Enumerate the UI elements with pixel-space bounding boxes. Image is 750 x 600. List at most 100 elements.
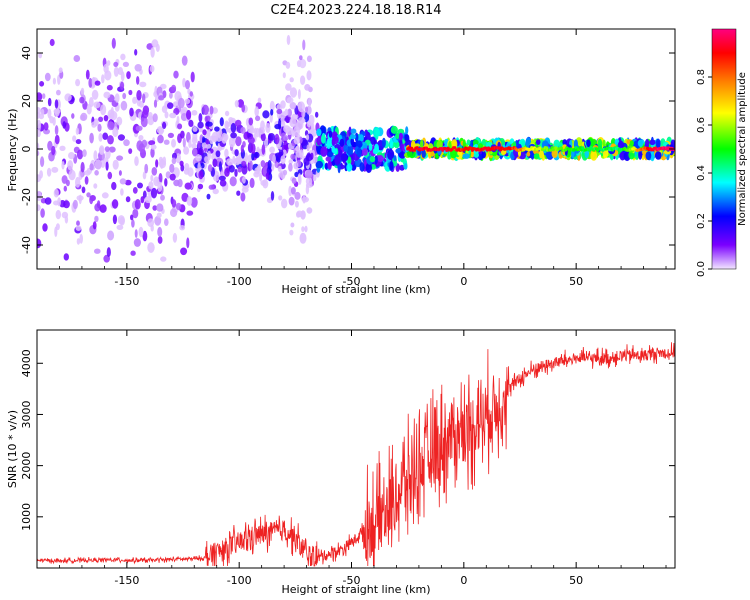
heatmap-cell xyxy=(117,67,123,75)
heatmap-cell xyxy=(472,139,479,145)
heatmap-cell xyxy=(306,55,312,63)
heatmap-ridge-cell xyxy=(581,146,585,150)
heatmap-cell xyxy=(293,136,300,145)
heatmap-cell xyxy=(281,198,288,209)
heatmap-cell xyxy=(54,134,60,145)
heatmap-cell xyxy=(261,144,266,155)
heatmap-cell xyxy=(390,125,398,134)
heatmap-cell xyxy=(280,155,286,165)
heatmap-cell xyxy=(107,135,114,145)
heatmap-cell xyxy=(47,97,52,107)
heatmap-cell xyxy=(299,58,307,69)
heatmap-cell xyxy=(164,178,168,187)
heatmap-cell xyxy=(224,148,229,158)
heatmap-cell xyxy=(112,126,119,138)
heatmap-cell xyxy=(268,133,275,141)
heatmap-cell xyxy=(179,225,186,231)
heatmap-cell xyxy=(72,135,77,142)
heatmap-cell xyxy=(186,196,193,206)
heatmap-cell xyxy=(63,253,69,261)
heatmap-cell xyxy=(545,152,554,160)
heatmap-cell xyxy=(101,74,105,84)
heatmap-cell xyxy=(134,199,141,210)
heatmap-cell xyxy=(293,126,300,137)
top-y-tick-label: 40 xyxy=(20,46,33,60)
heatmap-cell xyxy=(259,172,263,182)
heatmap-cell xyxy=(96,200,101,209)
heatmap-cell xyxy=(132,96,138,104)
heatmap-cell xyxy=(152,205,158,211)
heatmap-cell xyxy=(260,180,267,186)
heatmap-cell xyxy=(296,211,301,218)
heatmap-cell xyxy=(597,138,603,149)
heatmap-cell xyxy=(79,96,85,104)
top-y-tick-label: -20 xyxy=(20,188,33,206)
heatmap-cell xyxy=(347,156,352,165)
heatmap-cell xyxy=(311,123,315,132)
heatmap-cell xyxy=(369,136,377,145)
heatmap-cell xyxy=(302,39,306,51)
heatmap-cell xyxy=(169,112,177,119)
heatmap-cell xyxy=(123,139,130,147)
bottom-y-axis-label: SNR (10 * v/v) xyxy=(6,410,19,488)
heatmap-cell xyxy=(86,192,91,198)
heatmap-cell xyxy=(72,199,78,210)
heatmap-cell xyxy=(368,143,373,151)
heatmap-cell xyxy=(128,89,133,96)
heatmap-cell xyxy=(80,112,88,121)
heatmap-cell xyxy=(282,72,286,79)
heatmap-cell xyxy=(79,233,83,244)
heatmap-cell xyxy=(332,135,339,145)
heatmap-cell xyxy=(192,126,198,132)
heatmap-cell xyxy=(304,106,309,113)
heatmap-cell xyxy=(93,183,98,189)
heatmap-cell xyxy=(49,38,55,47)
heatmap-cell xyxy=(331,146,336,153)
heatmap-cell xyxy=(265,122,271,134)
heatmap-cell xyxy=(299,55,303,61)
heatmap-cell xyxy=(305,169,313,179)
heatmap-cell xyxy=(308,97,312,108)
heatmap-cell xyxy=(240,144,244,153)
heatmap-cell xyxy=(638,150,643,160)
snr-series-line xyxy=(37,342,675,567)
heatmap-cell xyxy=(293,162,299,170)
heatmap-cell xyxy=(120,53,126,61)
heatmap-cell xyxy=(106,247,111,258)
heatmap-cell xyxy=(289,87,298,98)
heatmap-ridge-cell xyxy=(588,148,592,152)
heatmap-cell xyxy=(112,159,119,170)
heatmap-cell xyxy=(150,147,155,158)
heatmap-cell xyxy=(430,151,435,157)
heatmap-cell xyxy=(650,150,655,162)
heatmap-cell xyxy=(205,121,213,127)
heatmap-cell xyxy=(399,164,405,171)
heatmap-cell xyxy=(135,125,143,131)
heatmap-cell xyxy=(299,232,307,244)
heatmap-cell xyxy=(340,153,348,163)
heatmap-cell xyxy=(315,111,319,118)
heatmap-cell xyxy=(655,138,661,149)
heatmap-cell xyxy=(356,147,362,158)
bottom-y-tick-label: 3000 xyxy=(20,400,33,428)
heatmap-cell xyxy=(113,61,119,67)
heatmap-cell xyxy=(136,76,140,85)
heatmap-cell xyxy=(144,163,149,174)
heatmap-cell xyxy=(248,117,254,126)
heatmap-cell xyxy=(37,190,42,202)
heatmap-cell xyxy=(654,151,662,160)
heatmap-cell xyxy=(177,97,185,109)
heatmap-cell xyxy=(160,194,165,201)
heatmap-cell xyxy=(346,145,354,156)
heatmap-cell xyxy=(301,196,309,203)
heatmap-cell xyxy=(349,134,357,140)
heatmap-cell xyxy=(219,179,227,187)
heatmap-cell xyxy=(68,152,75,160)
heatmap-cell xyxy=(133,238,141,247)
heatmap-cell xyxy=(260,132,266,142)
heatmap-cell xyxy=(602,139,606,147)
heatmap-cell xyxy=(287,108,292,118)
heatmap-cell xyxy=(52,77,57,85)
heatmap-cell xyxy=(403,163,408,170)
heatmap-cell xyxy=(76,220,80,226)
